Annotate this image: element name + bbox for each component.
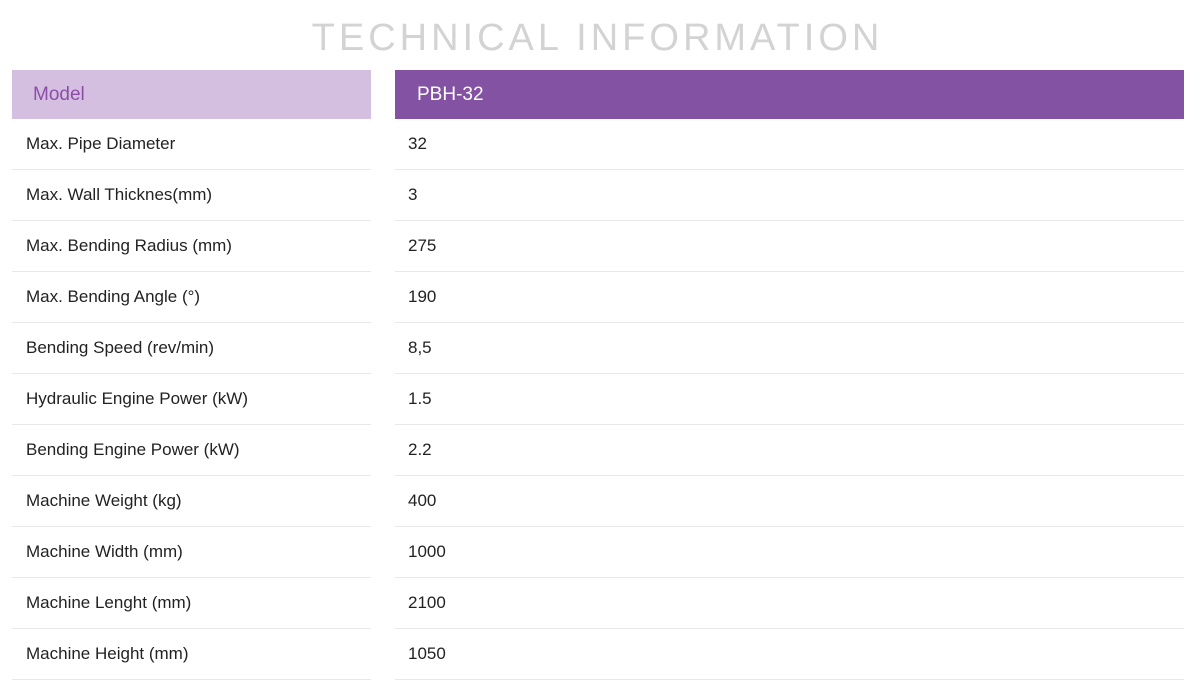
model-header-label: Model xyxy=(12,70,371,119)
spec-value: 32 xyxy=(395,119,1184,170)
model-header-value: PBH-32 xyxy=(395,70,1184,119)
spec-value: 2100 xyxy=(395,578,1184,629)
page-title: TECHNICAL INFORMATION xyxy=(311,17,884,59)
spec-value: 190 xyxy=(395,272,1184,323)
spec-value: 1050 xyxy=(395,629,1184,680)
spec-label: Machine Height (mm) xyxy=(12,629,371,680)
spec-label: Machine Width (mm) xyxy=(12,527,371,578)
spec-label: Max. Bending Radius (mm) xyxy=(12,221,371,272)
spec-values-column: PBH-32 32 3 275 190 8,5 1.5 2.2 400 1000… xyxy=(395,70,1184,680)
spec-label: Max. Wall Thicknes(mm) xyxy=(12,170,371,221)
spec-value: 2.2 xyxy=(395,425,1184,476)
spec-label: Bending Speed (rev/min) xyxy=(12,323,371,374)
spec-label: Max. Pipe Diameter xyxy=(12,119,371,170)
spec-value: 8,5 xyxy=(395,323,1184,374)
spec-labels-column: Model Max. Pipe Diameter Max. Wall Thick… xyxy=(12,70,371,680)
spec-value: 275 xyxy=(395,221,1184,272)
spec-label: Machine Lenght (mm) xyxy=(12,578,371,629)
spec-value: 1000 xyxy=(395,527,1184,578)
spec-label: Bending Engine Power (kW) xyxy=(12,425,371,476)
spec-label: Machine Weight (kg) xyxy=(12,476,371,527)
spec-label: Max. Bending Angle (°) xyxy=(12,272,371,323)
spec-label: Hydraulic Engine Power (kW) xyxy=(12,374,371,425)
spec-value: 400 xyxy=(395,476,1184,527)
spec-value: 1.5 xyxy=(395,374,1184,425)
spec-value: 3 xyxy=(395,170,1184,221)
